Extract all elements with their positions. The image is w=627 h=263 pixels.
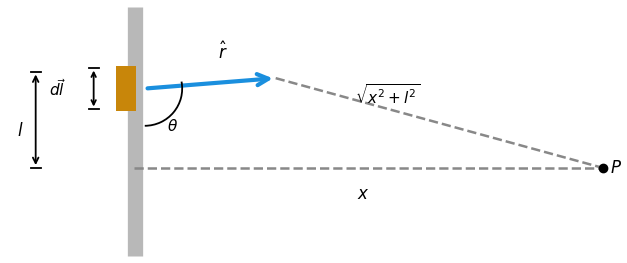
Text: $\theta$: $\theta$ xyxy=(167,118,178,134)
Text: $l$: $l$ xyxy=(17,123,23,140)
Text: $d\vec{l}$: $d\vec{l}$ xyxy=(50,78,67,99)
Bar xyxy=(116,67,136,111)
Text: $P$: $P$ xyxy=(611,159,623,177)
Text: $x$: $x$ xyxy=(357,185,369,203)
Text: $\sqrt{x^2 + l^2}$: $\sqrt{x^2 + l^2}$ xyxy=(356,83,420,107)
Text: $\hat{r}$: $\hat{r}$ xyxy=(218,41,228,63)
